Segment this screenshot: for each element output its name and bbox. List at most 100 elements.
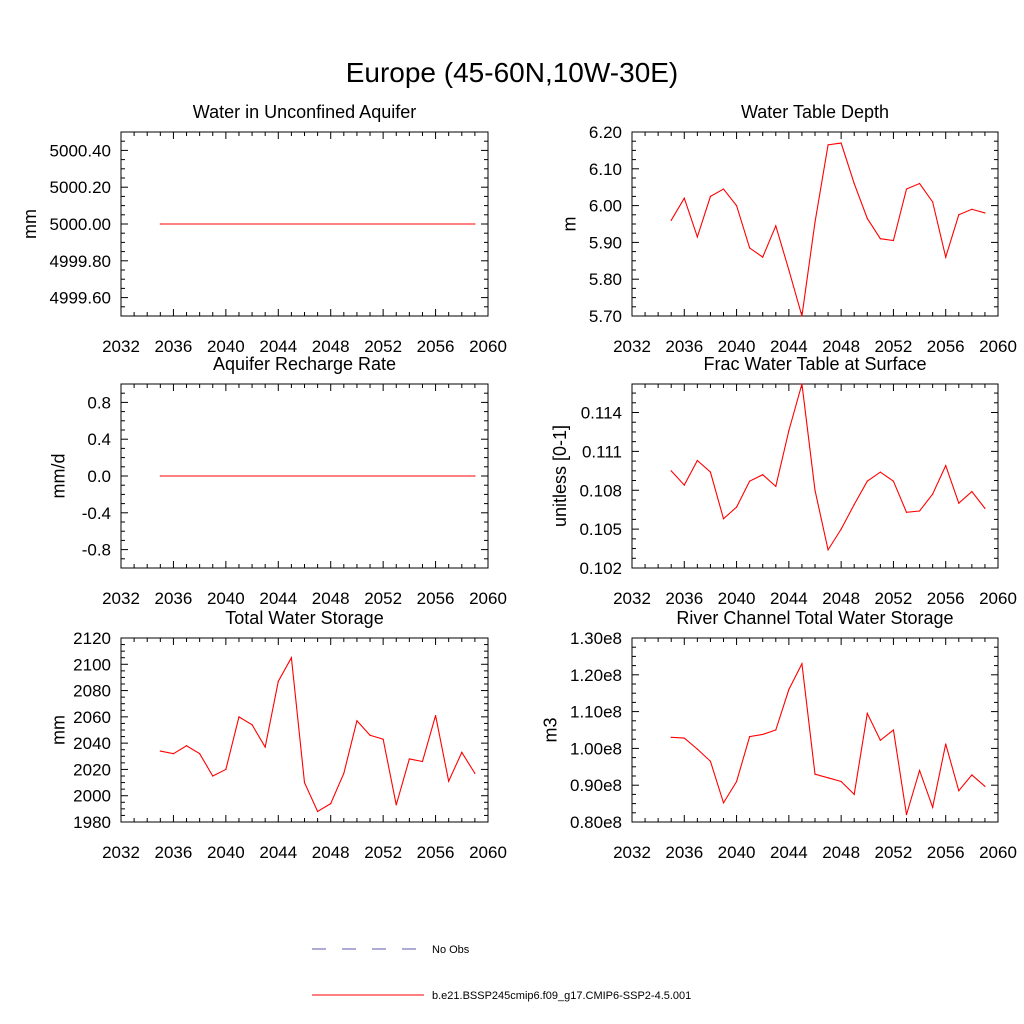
- y-tick-label: 0.90e8: [570, 776, 622, 795]
- x-tick-label: 2044: [770, 337, 808, 356]
- data-point: [749, 736, 751, 738]
- y-tick-label: 1.20e8: [570, 666, 622, 685]
- x-tick-label: 2044: [259, 589, 297, 608]
- data-point: [801, 383, 803, 385]
- x-tick-label: 2060: [979, 337, 1017, 356]
- y-tick-label: 0.102: [579, 559, 622, 578]
- y-tick-label: -0.8: [82, 541, 111, 560]
- data-point: [709, 760, 712, 762]
- y-tick-label: 1.00e8: [570, 739, 622, 758]
- data-point: [474, 772, 476, 774]
- data-point: [932, 806, 934, 808]
- x-tick-label: 2036: [665, 589, 703, 608]
- data-point: [317, 810, 319, 813]
- data-point: [866, 712, 868, 715]
- data-point: [251, 724, 253, 726]
- data-point: [932, 201, 934, 203]
- y-tick-label: 2020: [73, 760, 111, 779]
- data-point: [749, 480, 751, 482]
- data-point: [775, 225, 777, 227]
- x-tick-label: 2056: [927, 589, 965, 608]
- y-tick-label: 5000.20: [50, 178, 111, 197]
- x-tick-label: 2032: [613, 337, 651, 356]
- x-tick-label: 2056: [417, 589, 455, 608]
- y-tick-label: 6.20: [589, 123, 622, 142]
- data-point: [827, 777, 829, 779]
- data-point: [879, 739, 881, 741]
- data-point: [958, 214, 960, 216]
- data-point: [225, 768, 227, 771]
- plot-frame: [631, 383, 999, 569]
- x-tick-label: 2032: [613, 843, 651, 862]
- y-tick-label: 0.80e8: [570, 813, 622, 832]
- x-tick-label: 2044: [259, 337, 297, 356]
- data-point: [369, 734, 371, 736]
- panel-1: Water in Unconfined Aquifer 2032 2036 2040 2…: [20, 102, 507, 356]
- data-point: [801, 663, 803, 665]
- panel-3: Aquifer Recharge Rate 2032 2036 2040 2044 204…: [49, 354, 507, 608]
- y-tick-label: 0.111: [582, 442, 622, 461]
- y-tick-label: 4999.80: [50, 252, 111, 271]
- y-tick-label: 5.90: [589, 233, 622, 252]
- plot-frame: [120, 637, 489, 823]
- data-point: [683, 737, 685, 739]
- x-tick-label: 2048: [822, 337, 860, 356]
- panel-title: River Channel Total Water Storage: [676, 608, 953, 628]
- data-point: [277, 680, 279, 682]
- x-tick-label: 2060: [979, 843, 1017, 862]
- data-point: [474, 223, 476, 225]
- x-tick-label: 2048: [822, 843, 860, 862]
- data-point: [709, 471, 712, 473]
- data-point: [735, 506, 738, 508]
- y-tick-label: 5000.00: [50, 215, 111, 234]
- x-tick-label: 2040: [207, 589, 245, 608]
- x-tick-label: 2048: [312, 589, 350, 608]
- data-point: [984, 212, 986, 214]
- y-tick-label: 5000.40: [50, 141, 111, 160]
- y-tick-label: 0.4: [87, 430, 111, 449]
- series-line: [160, 655, 476, 813]
- y-axis-label: mm: [49, 715, 69, 745]
- data-point: [971, 774, 973, 776]
- y-tick-label: 2120: [73, 629, 111, 648]
- data-point: [918, 182, 921, 185]
- y-tick-label: 5.70: [589, 307, 622, 326]
- data-point: [238, 716, 240, 718]
- y-tick-label: 2040: [73, 734, 111, 753]
- data-point: [722, 188, 725, 190]
- data-point: [303, 781, 306, 784]
- data-point: [918, 510, 921, 512]
- data-point: [709, 195, 712, 197]
- y-axis-label: mm/d: [49, 454, 69, 499]
- data-point: [853, 182, 855, 185]
- y-tick-label: -0.4: [82, 504, 111, 523]
- data-point: [290, 657, 292, 659]
- y-tick-label: 1980: [73, 813, 111, 832]
- data-point: [199, 753, 201, 755]
- panel-title: Frac Water Table at Surface: [703, 354, 926, 374]
- x-tick-label: 2056: [927, 843, 965, 862]
- data-point: [814, 221, 816, 223]
- x-tick-label: 2040: [718, 337, 756, 356]
- panels: Water in Unconfined Aquifer 2032 2036 2040 2…: [20, 102, 1017, 862]
- data-point: [853, 503, 855, 506]
- y-tick-label: 2000: [73, 787, 111, 806]
- data-point: [814, 773, 816, 775]
- panel-4: Frac Water Table at Surface 2032 2036 2040 2…: [550, 354, 1017, 608]
- x-tick-label: 2060: [469, 589, 507, 608]
- y-tick-label: 2100: [73, 655, 111, 674]
- data-point: [918, 769, 921, 772]
- y-tick-label: 0.8: [87, 393, 111, 412]
- data-point: [159, 223, 161, 225]
- data-point: [853, 793, 855, 796]
- data-point: [788, 688, 790, 691]
- data-point: [343, 772, 345, 774]
- data-point: [264, 746, 266, 748]
- y-axis-label: unitless [0-1]: [550, 425, 570, 527]
- data-point: [879, 471, 881, 473]
- series-line: [670, 383, 986, 552]
- legend-model-label: b.e21.BSSP245cmip6.f09_g17.CMIP6-SSP2-4.…: [432, 990, 691, 1002]
- x-tick-label: 2036: [665, 843, 703, 862]
- data-point: [905, 814, 908, 816]
- x-tick-label: 2040: [718, 843, 756, 862]
